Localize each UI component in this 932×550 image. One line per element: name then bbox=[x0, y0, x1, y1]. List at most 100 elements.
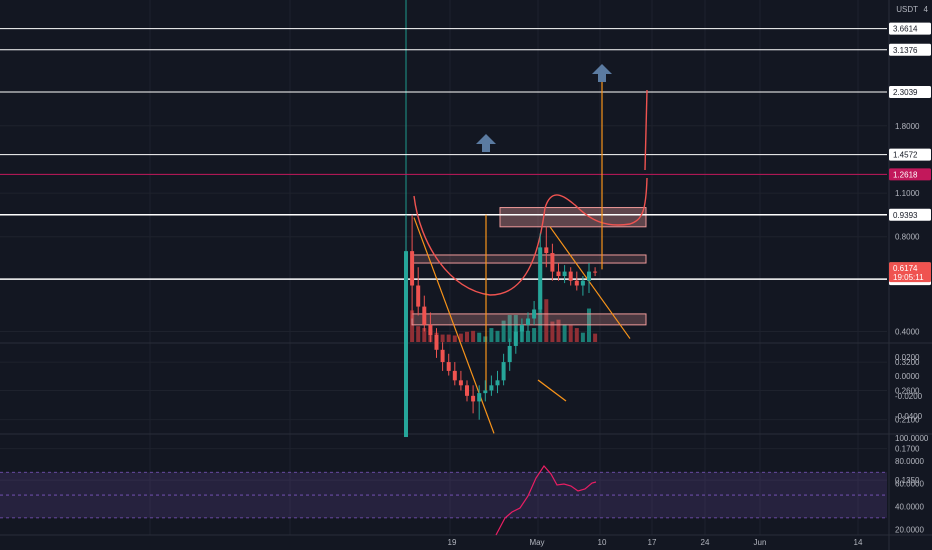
oscillator-axis-tick: -0.0200 bbox=[895, 392, 923, 401]
candle-body bbox=[495, 380, 500, 386]
level-badge-bg bbox=[889, 148, 931, 161]
oscillator-line bbox=[537, 379, 567, 402]
volume-bar bbox=[416, 326, 421, 342]
candle-body bbox=[507, 345, 512, 363]
volume-bar bbox=[483, 336, 488, 342]
price-axis-tick: 1.1000 bbox=[895, 189, 920, 198]
rsi-axis-tick: 60.0000 bbox=[895, 480, 924, 489]
current-price-badge-bg bbox=[889, 262, 931, 283]
volume-bar bbox=[556, 319, 561, 342]
volume-bar bbox=[507, 315, 512, 342]
volume-bar bbox=[422, 328, 427, 342]
resistance-zone bbox=[411, 254, 647, 264]
time-axis-label: 14 bbox=[854, 538, 863, 547]
volume-bar bbox=[465, 331, 469, 342]
price-axis-tick: 0.2600 bbox=[895, 386, 920, 395]
candle-body bbox=[587, 271, 591, 281]
candle-body bbox=[532, 309, 537, 319]
candle-body bbox=[562, 271, 567, 277]
volume-bar bbox=[593, 333, 598, 342]
level-badge-bg bbox=[889, 22, 931, 35]
volume-bar bbox=[568, 325, 573, 342]
candle-body bbox=[410, 251, 415, 286]
candle-body bbox=[477, 393, 482, 402]
oscillator-axis-tick: -0.0400 bbox=[895, 412, 923, 421]
rsi-axis-tick: 80.0000 bbox=[895, 457, 924, 466]
volume-bar bbox=[458, 333, 463, 342]
candle-body bbox=[544, 247, 549, 254]
rsi-axis-tick: 100.0000 bbox=[895, 434, 929, 443]
volume-bar bbox=[532, 328, 537, 342]
level-badge-bg bbox=[889, 208, 931, 221]
level-badge: 2.3039 bbox=[893, 88, 918, 97]
candle-body bbox=[550, 253, 555, 272]
price-axis-tick: 0.8000 bbox=[895, 233, 920, 242]
time-axis-label: 17 bbox=[648, 538, 657, 547]
rsi-line bbox=[495, 465, 597, 536]
candle-body bbox=[489, 385, 494, 391]
price-axis-tick: 0.1700 bbox=[895, 445, 920, 454]
price-axis-top-label: 4 bbox=[924, 5, 929, 14]
candle-body bbox=[452, 370, 457, 381]
volume-bar bbox=[477, 332, 482, 342]
time-axis-label: 19 bbox=[448, 538, 457, 547]
oscillator-axis-tick: 0.0000 bbox=[895, 372, 920, 381]
level-badge-bg bbox=[889, 86, 931, 99]
volume-bar bbox=[501, 320, 506, 342]
supply-zone-upper bbox=[499, 207, 647, 228]
candle-body bbox=[501, 362, 506, 381]
volume-bar bbox=[489, 328, 494, 342]
volume-bar bbox=[440, 334, 445, 342]
volume-bar bbox=[446, 334, 451, 342]
time-axis-label: 24 bbox=[701, 538, 710, 547]
price-axis-tick: 0.1350 bbox=[895, 476, 920, 485]
candle-body bbox=[434, 335, 439, 350]
cup-handle-curve bbox=[413, 177, 648, 296]
target-arrow-icon bbox=[476, 134, 496, 152]
candle-body bbox=[428, 324, 433, 335]
volume-bar bbox=[452, 335, 457, 342]
level-badge: 0.9393 bbox=[893, 211, 918, 220]
oscillator-axis-tick: 0.0200 bbox=[895, 353, 920, 362]
price-axis-tick: 1.8000 bbox=[895, 122, 920, 131]
volume-bar bbox=[562, 324, 567, 342]
candle-body bbox=[568, 271, 573, 281]
candle-body bbox=[526, 318, 530, 325]
volume-bar bbox=[574, 328, 579, 342]
volume-bar bbox=[410, 310, 415, 342]
candle-body bbox=[580, 280, 585, 286]
red-level-badge-bg bbox=[889, 168, 931, 181]
level-badge: 3.6614 bbox=[893, 25, 918, 34]
price-axis-tick: 0.3200 bbox=[895, 358, 920, 367]
breakout-projection-line bbox=[644, 89, 648, 171]
volume-bar bbox=[550, 321, 555, 342]
candle-body bbox=[483, 390, 488, 394]
time-axis-label: May bbox=[529, 538, 544, 547]
volume-bar bbox=[471, 330, 476, 342]
price-axis-unit: USDT bbox=[896, 5, 918, 14]
candle-body bbox=[556, 271, 561, 277]
time-axis-label: Jun bbox=[754, 538, 767, 547]
candle-body bbox=[513, 331, 518, 346]
level-badge-bg bbox=[889, 43, 931, 56]
level-badge: 1.4572 bbox=[893, 151, 918, 160]
candle-body bbox=[422, 306, 427, 325]
volume-bar bbox=[526, 330, 530, 342]
candle-body bbox=[465, 385, 469, 396]
volume-bar bbox=[495, 330, 500, 342]
candle-body bbox=[440, 349, 445, 363]
level-badge: 3.1376 bbox=[893, 46, 918, 55]
volume-bar bbox=[580, 332, 585, 342]
volume-bar bbox=[544, 299, 549, 342]
candle-body bbox=[446, 362, 451, 371]
candle-body bbox=[458, 380, 463, 386]
candle-body bbox=[593, 271, 598, 273]
target-arrow-icon bbox=[592, 64, 612, 82]
price-axis-tick: 0.2100 bbox=[895, 416, 920, 425]
candle-body bbox=[538, 247, 543, 310]
trendline-descending-2 bbox=[549, 226, 631, 339]
rsi-axis-tick: 40.0000 bbox=[895, 502, 924, 511]
